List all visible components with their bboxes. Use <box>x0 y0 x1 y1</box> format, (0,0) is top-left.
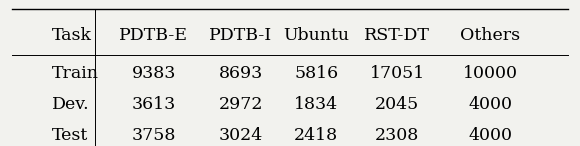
Text: Test: Test <box>52 127 88 144</box>
Text: 4000: 4000 <box>468 127 512 144</box>
Text: Ubuntu: Ubuntu <box>283 27 349 44</box>
Text: 3758: 3758 <box>132 127 176 144</box>
Text: 8693: 8693 <box>219 65 263 81</box>
Text: RST-DT: RST-DT <box>364 27 430 44</box>
Text: 9383: 9383 <box>132 65 176 81</box>
Text: 2045: 2045 <box>375 96 419 113</box>
Text: 2972: 2972 <box>219 96 263 113</box>
Text: 3024: 3024 <box>219 127 263 144</box>
Text: 1834: 1834 <box>294 96 338 113</box>
Text: 2308: 2308 <box>375 127 419 144</box>
Text: PDTB-E: PDTB-E <box>119 27 188 44</box>
Text: Train: Train <box>52 65 99 81</box>
Text: 17051: 17051 <box>369 65 425 81</box>
Text: Task: Task <box>52 27 92 44</box>
Text: 2418: 2418 <box>294 127 338 144</box>
Text: 3613: 3613 <box>132 96 176 113</box>
Text: 5816: 5816 <box>294 65 338 81</box>
Text: Others: Others <box>460 27 520 44</box>
Text: 10000: 10000 <box>463 65 517 81</box>
Text: Dev.: Dev. <box>52 96 90 113</box>
Text: 4000: 4000 <box>468 96 512 113</box>
Text: PDTB-I: PDTB-I <box>209 27 273 44</box>
